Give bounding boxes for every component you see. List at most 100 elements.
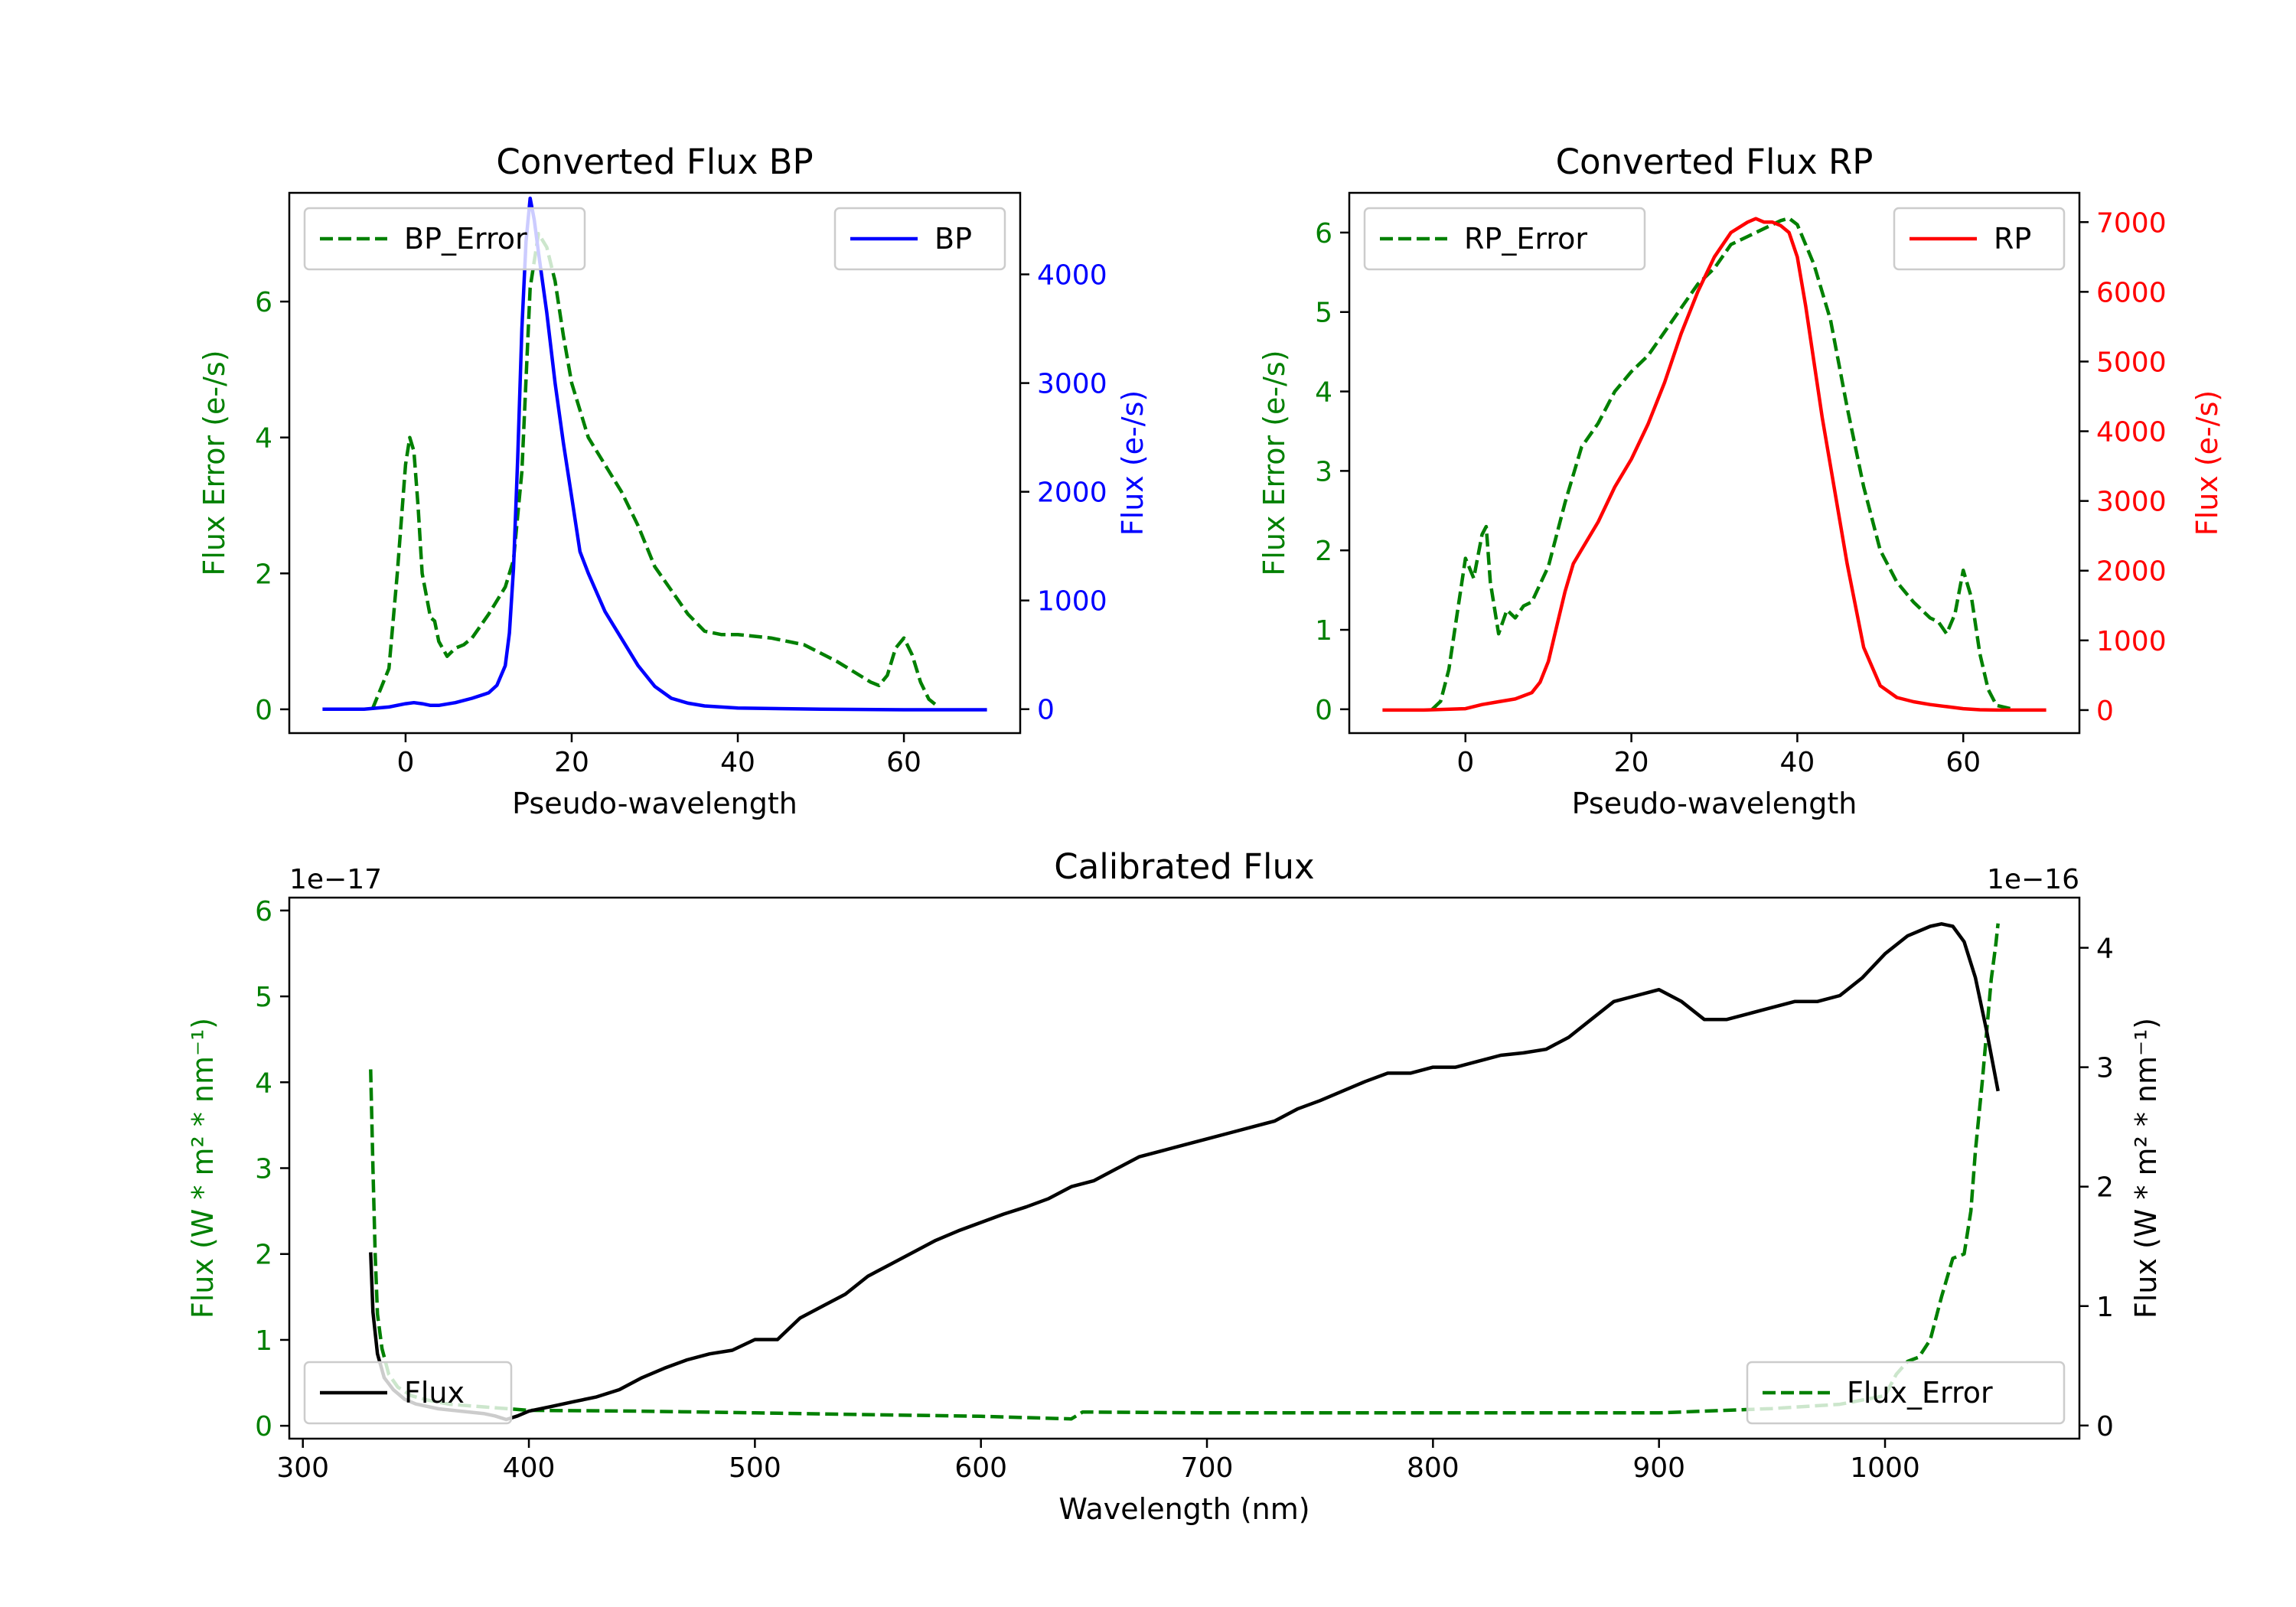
legend-box [303,1361,513,1425]
y-left-axis-label: Flux (W * m² * nm⁻¹) [186,1018,220,1319]
y-right-tick-label: 2000 [2096,556,2167,588]
x-tick-label: 600 [954,1452,1007,1484]
series-line-rp-error [1430,216,2014,712]
series-line-flux-error [369,923,2000,1421]
legend-box [833,207,1006,271]
x-tick-label: 1000 [1850,1452,1920,1484]
y-left-tick-label: 0 [1315,695,1332,726]
y-left-axis-label: Flux Error (e-/s) [1257,350,1291,575]
y-left-axis-label: Flux Error (e-/s) [197,350,231,575]
x-tick-label: 500 [729,1452,781,1484]
legend-right: BP [833,207,1006,271]
y-right-axis-label: Flux (e-/s) [1116,390,1150,536]
y-right-tick-label: 3000 [1037,369,1107,400]
y-left-tick-label: 2 [255,559,272,590]
series-group [322,196,987,712]
y-left-tick-label: 2 [255,1240,272,1271]
y-right-tick-label: 1000 [2096,626,2167,657]
y-right-tick-label: 0 [2096,696,2114,727]
y-left-tick-label: 3 [255,1154,272,1185]
legend-box [1893,207,2066,271]
y-right-tick-label: 3 [2096,1053,2114,1084]
x-tick-label: 20 [1614,747,1649,778]
x-tick-label: 40 [720,747,755,778]
chart-title: Calibrated Flux [1054,846,1314,887]
legend-right: Flux_Error [1746,1361,2066,1425]
axes-frame [288,191,1022,735]
legend-box [303,207,586,271]
y-right-tick-label: 0 [2096,1411,2114,1442]
series-group [369,922,2000,1422]
y-right-tick-label: 2 [2096,1172,2114,1204]
x-tick-label: 0 [396,747,414,778]
y-left-tick-label: 3 [1315,456,1332,487]
series-line-bp-error [370,232,938,710]
y-left-tick-label: 0 [255,1411,272,1442]
legend-left: Flux [303,1361,513,1425]
y-right-axis-label: Flux (e-/s) [2190,390,2224,536]
y-right-tick-label: 4000 [2096,417,2167,448]
series-line-flux [369,922,2000,1422]
x-axis-label: Pseudo-wavelength [512,787,797,820]
legend-box [1363,207,1646,271]
y-left-tick-label: 4 [255,1068,272,1099]
y-left-tick-label: 4 [255,423,272,455]
axes-frame [1348,191,2081,735]
y-right-tick-label: 4 [2096,934,2114,965]
chart-title: Converted Flux BP [496,142,813,182]
chart-title: Converted Flux RP [1556,142,1874,182]
y-left-tick-label: 5 [255,982,272,1013]
y-left-tick-label: 2 [1315,536,1332,567]
y-right-tick-label: 1 [2096,1292,2114,1323]
x-tick-label: 60 [886,747,921,778]
legend-label: Flux_Error [1847,1376,1993,1410]
legend-left: RP_Error [1363,207,1646,271]
y-left-tick-label: 1 [1315,615,1332,647]
legend-label: Flux [404,1376,465,1410]
y-left-tick-label: 6 [1315,218,1332,249]
legend-label: BP [934,222,972,256]
y-right-tick-label: 6000 [2096,277,2167,308]
chart-bp: Converted Flux BP0 20 40 60Pseudo-wavelengt… [197,142,1150,820]
y-left-tick-label: 6 [255,896,272,927]
y-right-tick-label: 1000 [1037,586,1107,618]
y-right-tick-label: 5000 [2096,347,2167,378]
x-axis-label: Pseudo-wavelength [1572,787,1857,820]
y-left-offset-label: 1e−17 [289,864,382,895]
x-tick-label: 800 [1407,1452,1459,1484]
y-right-tick-label: 4000 [1037,260,1107,292]
x-tick-label: 60 [1945,747,1981,778]
y-left-tick-label: 5 [1315,298,1332,329]
legend-right: RP [1893,207,2066,271]
y-right-tick-label: 3000 [2096,487,2167,518]
chart-rp: Converted Flux RP0 20 40 60Pseudo-wavelengt… [1257,142,2224,820]
legend-label: RP_Error [1464,222,1587,256]
y-left-tick-label: 6 [255,287,272,318]
axes-frame [288,896,2081,1440]
x-axis-label: Wavelength (nm) [1058,1492,1309,1526]
y-right-tick-label: 0 [1037,695,1055,726]
y-right-tick-label: 7000 [2096,207,2167,239]
y-left-tick-label: 0 [255,695,272,726]
legend-left: BP_Error [303,207,586,271]
x-tick-label: 0 [1456,747,1474,778]
y-right-offset-label: 1e−16 [1987,864,2079,895]
x-tick-label: 40 [1780,747,1815,778]
y-right-axis-label: Flux (W * m² * nm⁻¹) [2129,1018,2163,1319]
y-left-tick-label: 1 [255,1325,272,1357]
legend-label: RP [1994,222,2031,256]
legend-label: BP_Error [404,222,527,256]
x-tick-label: 900 [1632,1452,1685,1484]
series-line-rp [1382,217,2047,712]
series-line-bp [322,196,987,712]
x-tick-label: 20 [554,747,589,778]
x-tick-label: 300 [276,1452,329,1484]
series-group [1382,216,2047,712]
y-right-tick-label: 2000 [1037,478,1107,509]
y-left-tick-label: 4 [1315,377,1332,409]
x-tick-label: 700 [1181,1452,1234,1484]
legend-box [1746,1361,2066,1425]
x-tick-label: 400 [503,1452,556,1484]
